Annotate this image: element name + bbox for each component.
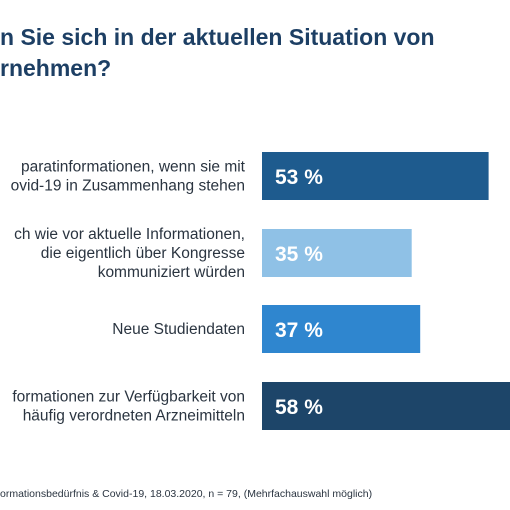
category-label-2-line-2: die eigentlich über Kongresse — [41, 245, 245, 262]
bar-value-label-1: 53 % — [275, 166, 323, 189]
bar-value-label-3: 37 % — [275, 319, 323, 342]
category-label-2-line-3: kommuniziert würden — [98, 264, 245, 281]
bar-value-label-2: 35 % — [275, 243, 323, 266]
category-label-4-line-1: formationen zur Verfügbarkeit von — [12, 389, 245, 406]
bar-3 — [262, 305, 421, 353]
bar-4 — [262, 382, 510, 430]
category-label-1-line-2: ovid-19 in Zusammenhang stehen — [11, 178, 245, 195]
bar-2 — [262, 229, 412, 277]
category-label-1-line-1: parat­informationen, wenn sie mit — [21, 159, 246, 176]
bar-1 — [262, 152, 489, 200]
chart-title-line-1: n Sie sich in der aktuellen Situation vo… — [0, 24, 435, 50]
chart-title: n Sie sich in der aktuellen Situation vo… — [0, 22, 510, 84]
category-label-2-line-1: ch wie vor aktuelle Informationen, — [14, 226, 245, 243]
category-label-3-line-1: Neue Studiendaten — [112, 321, 245, 338]
source-footnote: ormationsbedürfnis & Covid-19, 18.03.202… — [0, 488, 373, 500]
category-label-4-line-2: häufig verordneten Arzneimitteln — [23, 408, 245, 425]
bar-value-label-4: 58 % — [275, 396, 323, 419]
chart-title-line-2: rnehmen? — [0, 55, 112, 81]
